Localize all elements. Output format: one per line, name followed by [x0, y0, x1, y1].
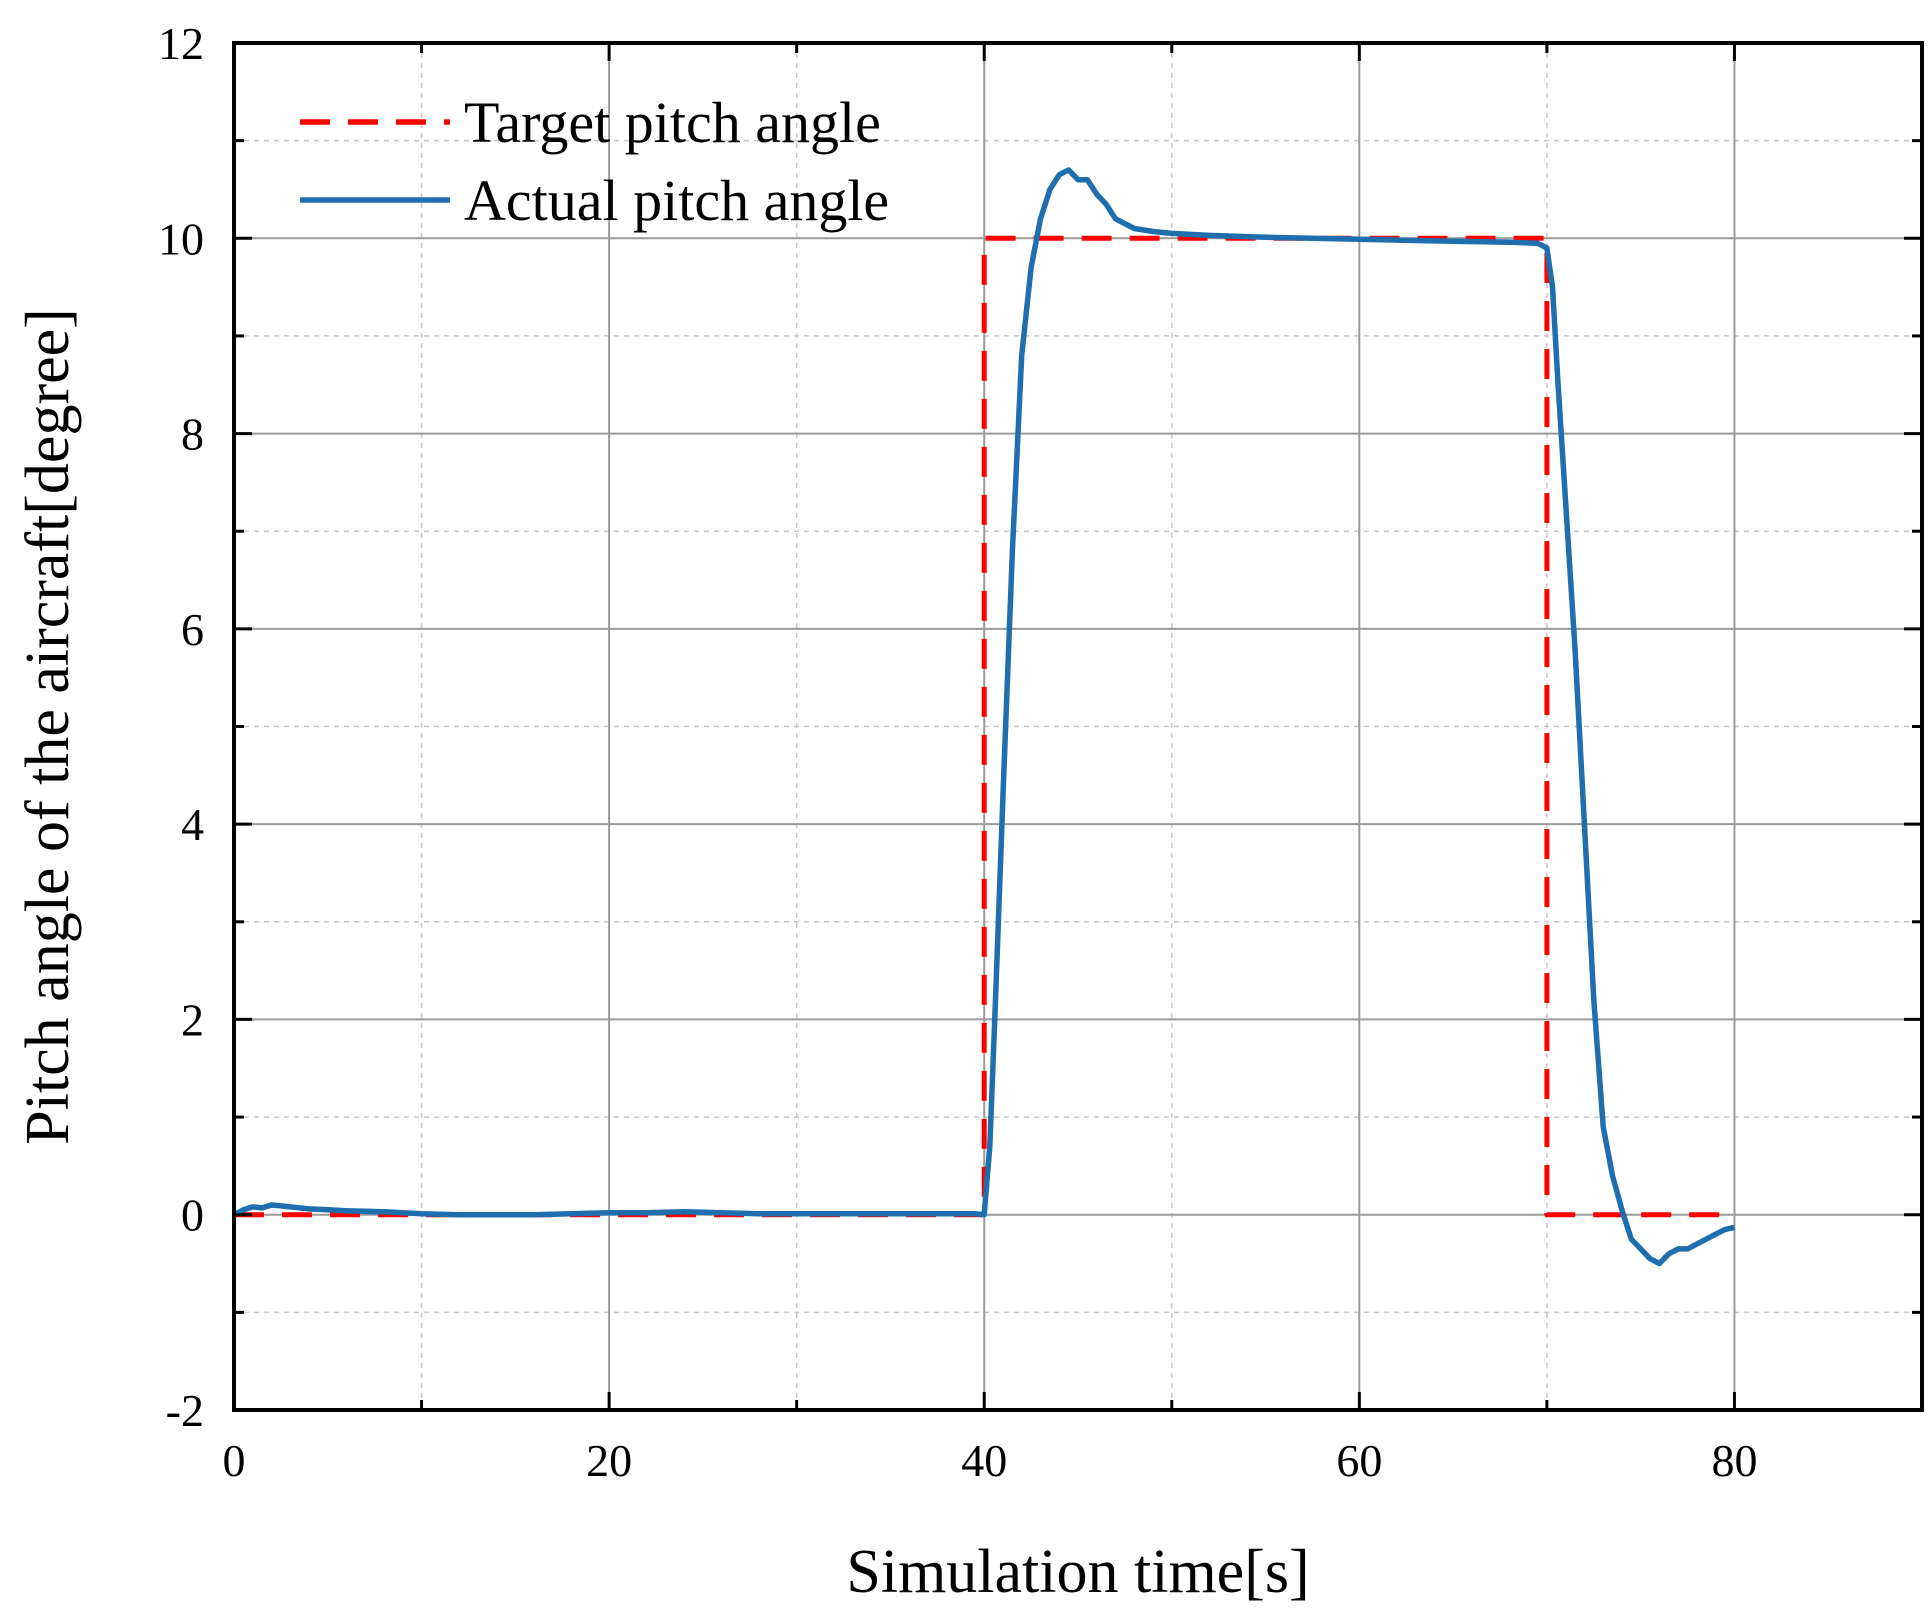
- legend-label-target: Target pitch angle: [464, 90, 881, 155]
- series-layer: [232, 167, 1735, 1267]
- y-tick-label: 2: [181, 994, 204, 1045]
- y-tick-label: 10: [158, 213, 204, 264]
- x-tick-label: 80: [1711, 1435, 1757, 1486]
- y-tick-label: 6: [181, 604, 204, 655]
- grid-minor: [234, 43, 1922, 1410]
- x-tick-label: 20: [586, 1435, 632, 1486]
- x-axis-title: Simulation time[s]: [846, 1538, 1309, 1606]
- x-tick-label: 60: [1336, 1435, 1382, 1486]
- y-axis-title: Pitch angle of the aircraft[degree]: [14, 308, 82, 1145]
- y-tick-label: 0: [181, 1190, 204, 1241]
- legend: Target pitch angle Actual pitch angle: [300, 90, 889, 233]
- y-tick-label: 12: [158, 18, 204, 69]
- x-tick-labels: 0 20 40 60 80: [223, 1435, 1758, 1486]
- y-tick-label: 8: [181, 409, 204, 460]
- x-tick-label: 40: [961, 1435, 1007, 1486]
- y-tick-labels: -2 0 2 4 6 8 10 12: [158, 18, 204, 1436]
- x-tick-label: 0: [223, 1435, 246, 1486]
- y-tick-label: -2: [166, 1385, 204, 1436]
- actual-pitch-line: [232, 167, 1735, 1267]
- y-tick-label: 4: [181, 799, 204, 850]
- axis-ticks: [232, 41, 1924, 1412]
- legend-label-actual: Actual pitch angle: [464, 168, 889, 233]
